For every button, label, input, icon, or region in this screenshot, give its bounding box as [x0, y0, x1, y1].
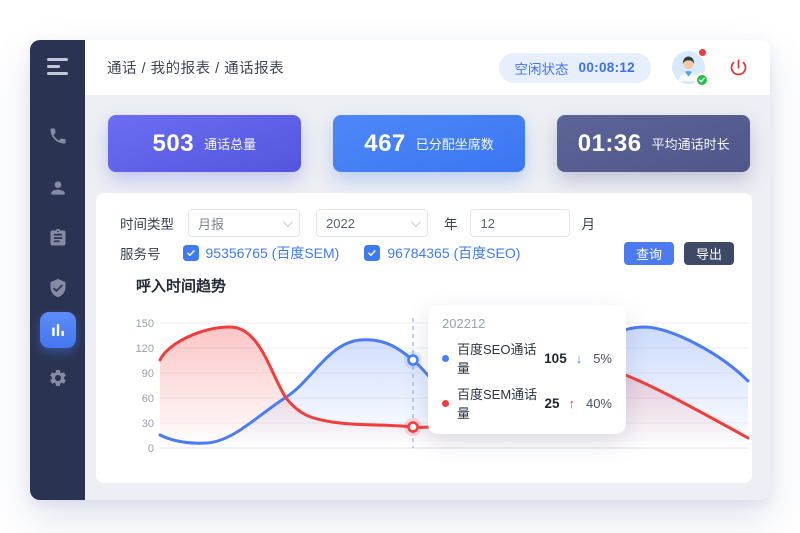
stat-label: 已分配坐席数: [415, 137, 494, 152]
sidebar-item-settings[interactable]: [40, 360, 76, 396]
query-button[interactable]: 查询: [623, 241, 674, 265]
stat-value: 467: [364, 129, 406, 157]
notification-dot: [699, 49, 706, 56]
svg-text:120: 120: [136, 343, 154, 355]
time-type-label: 时间类型: [120, 217, 174, 232]
chevron-down-icon: [410, 216, 421, 227]
header: 通话 / 我的报表 / 通话报表 空闲状态 00:08:12: [85, 40, 770, 95]
sidebar-item-contacts[interactable]: [40, 170, 76, 206]
tooltip-row-seo: 百度SEO通话量 105 ↓ 5%: [442, 339, 612, 377]
stat-card-total-calls: 503 通话总量: [108, 115, 301, 172]
power-icon: [730, 59, 746, 76]
breadcrumb: 通话 / 我的报表 / 通话报表: [107, 61, 285, 77]
svg-text:90: 90: [142, 368, 154, 380]
chart-tooltip: 202212 百度SEO通话量 105 ↓ 5% 百度SEM通话量 25 ↑ 4…: [428, 305, 626, 434]
sidebar: [30, 40, 85, 500]
gear-icon: [49, 370, 66, 386]
year-select[interactable]: 2022: [316, 209, 428, 237]
stat-label: 通话总量: [204, 137, 257, 152]
menu-toggle-icon[interactable]: [47, 58, 68, 79]
seo-series-dot-icon: [442, 354, 449, 362]
stat-card-assigned-agents: 467 已分配坐席数: [332, 115, 526, 172]
month-suffix-label: 月: [581, 217, 596, 232]
time-filter-row: 时间类型 月报 2022 年 月: [120, 209, 728, 237]
checkbox-checked-icon: [182, 245, 199, 261]
status-timer: 00:08:12: [578, 60, 635, 75]
seo-line[interactable]: [158, 325, 750, 445]
report-panel: 时间类型 月报 2022 年 月 服务号: [96, 193, 752, 483]
sidebar-item-security[interactable]: [40, 270, 76, 306]
period-select[interactable]: 月报: [188, 209, 300, 237]
tooltip-row-sem: 百度SEM通话量 25 ↑ 40%: [442, 384, 612, 422]
y-axis-labels: 150 120 90 60 30 0: [136, 318, 154, 455]
svg-text:150: 150: [136, 318, 154, 330]
service-number-label: 95356765 (百度SEM): [205, 245, 340, 261]
year-suffix-label: 年: [444, 217, 458, 232]
phone-icon: [50, 128, 65, 144]
stat-card-avg-duration: 01:36 平均通话时长: [557, 115, 751, 172]
avatar-image: [672, 51, 705, 84]
period-select-value: 月报: [198, 216, 225, 232]
stat-cards: 503 通话总量 467 已分配坐席数 01:36 平均通话时长: [108, 115, 751, 172]
arrow-up-icon: ↑: [568, 395, 575, 411]
export-button[interactable]: 导出: [683, 241, 734, 265]
app-window: 通话 / 我的报表 / 通话报表 空闲状态 00:08:12: [30, 40, 770, 500]
stat-value: 01:36: [577, 129, 642, 157]
sidebar-item-reports[interactable]: [39, 312, 76, 348]
year-select-value: 2022: [326, 215, 355, 231]
content-area: 503 通话总量 467 已分配坐席数 01:36 平均通话时长 时间类型 月报: [85, 95, 770, 500]
shield-check-icon: [50, 278, 65, 298]
avatar[interactable]: [672, 49, 709, 87]
online-check-badge-icon: [695, 73, 709, 87]
service-checkbox-sem[interactable]: 95356765 (百度SEM): [182, 243, 340, 263]
status-pill[interactable]: 空闲状态 00:08:12: [498, 52, 651, 83]
tooltip-period: 202212: [442, 316, 486, 331]
stat-value: 503: [152, 129, 195, 157]
bar-chart-icon: [51, 324, 64, 336]
sidebar-item-tasks[interactable]: [40, 220, 76, 256]
service-label: 服务号: [120, 247, 161, 262]
service-checkbox-seo[interactable]: 96784365 (百度SEO): [364, 243, 520, 263]
service-filter-row: 服务号 95356765 (百度SEM) 96784365 (百度SEO): [120, 241, 734, 265]
stat-label: 平均通话时长: [651, 137, 730, 152]
status-label: 空闲状态: [514, 61, 569, 77]
svg-text:0: 0: [148, 443, 154, 455]
logout-power-button[interactable]: [726, 56, 750, 80]
clipboard-icon: [50, 228, 65, 246]
arrow-down-icon: ↓: [575, 350, 583, 366]
sidebar-item-calls[interactable]: [40, 118, 76, 154]
sem-marker[interactable]: [404, 418, 422, 436]
svg-text:30: 30: [142, 418, 154, 430]
chart-title: 呼入时间趋势: [136, 278, 227, 295]
service-number-label: 96784365 (百度SEO): [387, 245, 521, 261]
chevron-down-icon: [282, 216, 293, 227]
seo-marker[interactable]: [404, 351, 422, 369]
sem-series-dot-icon: [442, 399, 449, 407]
checkbox-checked-icon: [364, 245, 381, 261]
month-input[interactable]: [469, 209, 570, 237]
user-icon: [50, 181, 65, 195]
svg-text:60: 60: [142, 393, 154, 405]
